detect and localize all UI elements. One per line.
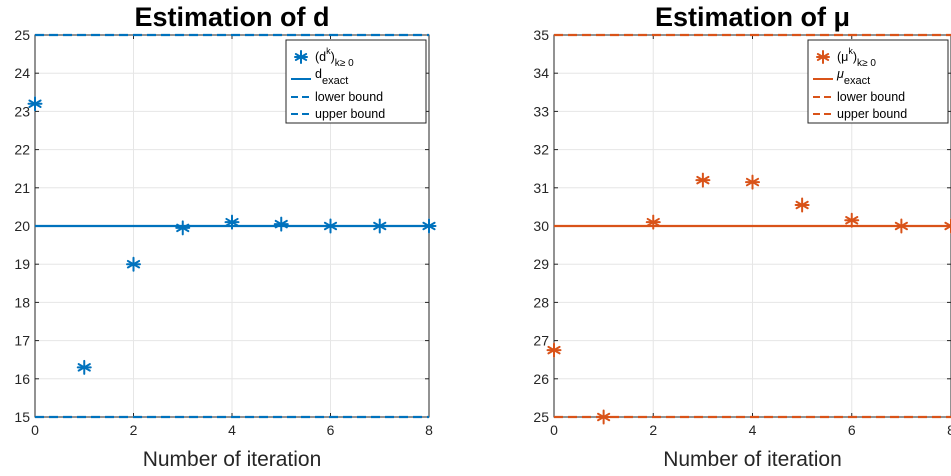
data-point-marker [745,174,760,190]
data-point-marker [175,220,191,236]
y-tick-label: 34 [533,65,549,81]
data-point-marker [893,218,909,234]
data-point-marker [76,359,92,375]
x-tick-label: 0 [550,422,558,438]
legend-label-sequence: (dk)k≥ 0 [315,46,354,69]
data-point-marker [596,409,612,425]
y-tick-label: 25 [14,27,30,43]
y-tick-label: 21 [14,180,30,196]
legend-exact-sub: exact [322,75,348,87]
data-point-marker [27,96,43,112]
y-tick-label: 31 [533,180,549,196]
legend-exact-base: d [315,67,322,81]
legend-box [285,39,427,124]
chart-title: Estimation of d [135,2,330,32]
data-point-marker [844,212,860,228]
data-point-marker [323,218,338,234]
legend-exact-base: μ [836,67,844,81]
x-axis-label: Number of iteration [663,448,842,471]
chart-title: Estimation of μ [655,2,850,32]
data-point-marker [645,214,661,230]
legend-seq-sup: k [326,46,331,56]
y-tick-label: 30 [533,218,549,234]
x-axis-label: Number of iteration [143,448,322,471]
data-point-marker [943,218,951,234]
legend-seq-base: (μ [837,50,848,64]
x-tick-label: 8 [425,422,433,438]
legend-exact-sub: exact [844,75,870,87]
legend-label-lower: lower bound [837,90,905,104]
data-point-marker [794,197,810,213]
data-point-marker [546,342,562,358]
data-point-marker [126,256,141,272]
legend-seq-close: ) [331,50,335,64]
legend-seq-sub: k≥ 0 [335,58,354,69]
data-point-marker [695,172,711,188]
y-tick-label: 25 [533,409,549,425]
legend-label-sequence: (μk)k≥ 0 [837,46,876,69]
y-tick-label: 35 [533,27,549,43]
y-tick-label: 17 [14,333,30,349]
legend-seq-base: (d [315,50,326,64]
data-point-marker [224,214,240,230]
y-tick-label: 29 [533,256,549,272]
x-tick-label: 6 [848,422,856,438]
x-tick-label: 4 [749,422,757,438]
y-tick-label: 27 [533,333,549,349]
y-tick-label: 15 [14,409,30,425]
y-tick-label: 28 [533,294,549,310]
legend-box [807,39,949,124]
x-tick-label: 2 [130,422,138,438]
legend-label-upper: upper bound [837,107,907,121]
x-tick-label: 4 [228,422,236,438]
y-tick-label: 24 [14,65,30,81]
y-tick-label: 19 [14,256,30,272]
y-tick-label: 33 [533,103,549,119]
data-point-marker [273,216,289,232]
legend-label-lower: lower bound [315,90,383,104]
legend-marker [294,50,308,64]
legend-marker [816,50,830,64]
legend-seq-sup: k [848,46,853,56]
y-tick-label: 26 [533,371,549,387]
legend-label-exact: dexact [315,67,348,87]
y-tick-label: 32 [533,142,549,158]
x-tick-label: 0 [31,422,39,438]
legend-seq-close: ) [853,50,857,64]
chart-panel-mu: 25 26 27 28 29 30 31 32 33 34 35 0 2 4 6 8 Estimation of… [533,2,951,471]
legend-label-exact: μexact [836,67,870,87]
data-point-marker [421,218,437,234]
data-point-marker [372,218,388,234]
y-tick-label: 23 [14,103,30,119]
legend-label-upper: upper bound [315,107,385,121]
legend-seq-sub: k≥ 0 [857,58,876,69]
x-tick-label: 6 [327,422,335,438]
x-tick-label: 2 [649,422,657,438]
y-tick-label: 22 [14,142,30,158]
y-tick-label: 20 [14,218,30,234]
x-tick-label: 8 [947,422,951,438]
y-tick-label: 16 [14,371,30,387]
y-tick-label: 18 [14,294,30,310]
